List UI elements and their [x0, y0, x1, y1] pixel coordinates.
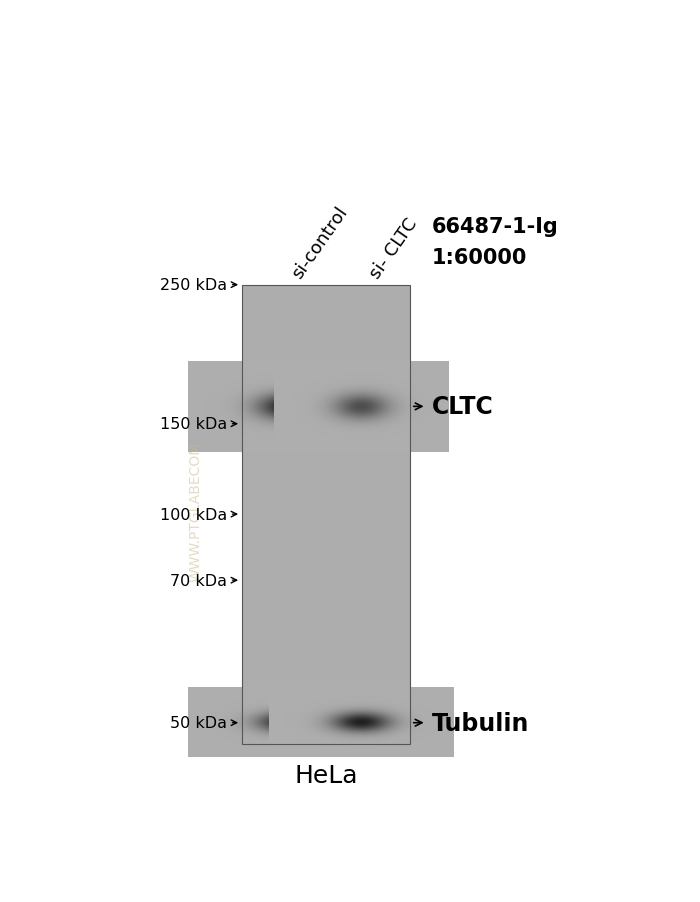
Text: 250 kDa: 250 kDa: [160, 278, 228, 293]
Text: 100 kDa: 100 kDa: [160, 507, 228, 522]
Text: 1:60000: 1:60000: [432, 247, 527, 268]
Text: 150 kDa: 150 kDa: [160, 417, 228, 432]
Text: WWW.PTGLABECOM: WWW.PTGLABECOM: [189, 441, 203, 581]
Text: Tubulin: Tubulin: [432, 711, 529, 735]
Text: 50 kDa: 50 kDa: [171, 715, 228, 731]
Text: HeLa: HeLa: [295, 763, 358, 787]
Text: si- CLTC: si- CLTC: [367, 215, 421, 281]
Bar: [242, 285, 410, 744]
Text: CLTC: CLTC: [432, 395, 493, 419]
Bar: [242, 285, 410, 744]
Text: 66487-1-Ig: 66487-1-Ig: [432, 216, 559, 236]
Text: 70 kDa: 70 kDa: [171, 573, 228, 588]
Text: si-control: si-control: [288, 203, 351, 281]
